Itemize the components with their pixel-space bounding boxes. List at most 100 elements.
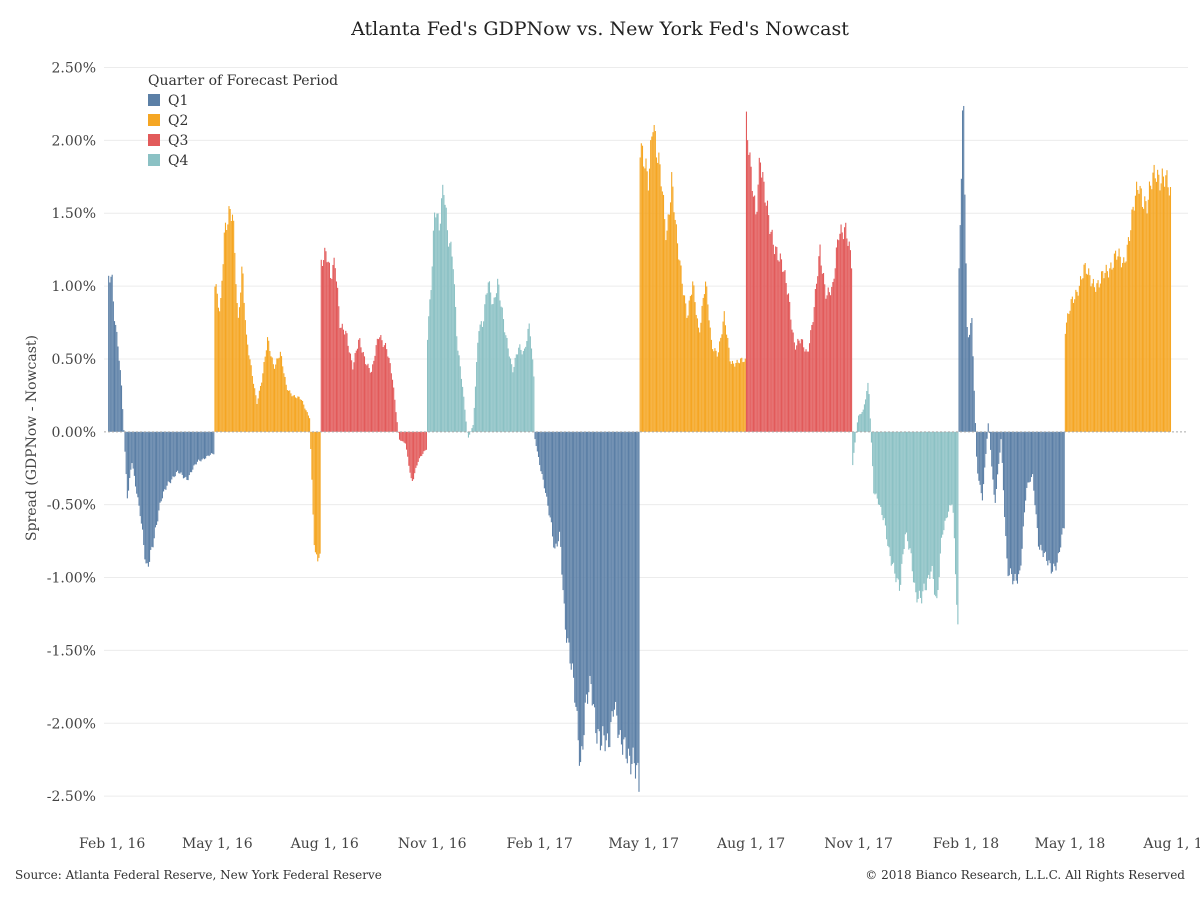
bar bbox=[360, 347, 362, 432]
bar bbox=[1026, 431, 1028, 488]
bar bbox=[460, 378, 462, 432]
bar bbox=[462, 386, 464, 432]
bar bbox=[1011, 431, 1013, 575]
bar bbox=[694, 302, 696, 432]
bar bbox=[646, 171, 648, 432]
x-tick-label: Aug 1, 16 bbox=[290, 836, 359, 852]
bar bbox=[629, 431, 631, 756]
bar bbox=[435, 217, 437, 432]
bar bbox=[1008, 431, 1010, 576]
bar bbox=[480, 321, 482, 432]
bar bbox=[241, 266, 243, 432]
bar bbox=[286, 390, 288, 432]
bar bbox=[137, 431, 139, 498]
bar bbox=[992, 431, 994, 480]
bar bbox=[560, 431, 562, 547]
bar bbox=[201, 431, 203, 460]
bar bbox=[289, 390, 291, 432]
bar bbox=[383, 345, 385, 432]
bar bbox=[381, 340, 383, 432]
bar bbox=[741, 357, 743, 432]
bar bbox=[648, 168, 651, 432]
bar bbox=[1071, 296, 1073, 432]
bar bbox=[1014, 431, 1016, 574]
legend-swatch bbox=[148, 114, 160, 126]
bar bbox=[348, 352, 350, 432]
bar bbox=[407, 431, 409, 457]
bar bbox=[478, 331, 480, 432]
bar bbox=[984, 431, 986, 468]
bar bbox=[678, 259, 680, 432]
chart-canvas: 2.50% 2.00% 1.50% 1.00% 0.50% 0.00% -0.50% -1.0… bbox=[24, 60, 1200, 852]
bar bbox=[215, 284, 217, 432]
y-tick-label: -1.00% bbox=[47, 571, 96, 587]
bar bbox=[853, 431, 855, 453]
bar bbox=[361, 352, 363, 432]
bar bbox=[427, 339, 429, 432]
bar bbox=[516, 354, 519, 432]
bar bbox=[1140, 188, 1142, 432]
bar bbox=[1161, 168, 1163, 432]
bar bbox=[911, 431, 913, 572]
bar bbox=[731, 360, 733, 432]
bar bbox=[1028, 431, 1030, 483]
bar bbox=[118, 360, 120, 432]
bar bbox=[316, 431, 318, 555]
bar bbox=[660, 186, 662, 432]
bar bbox=[728, 347, 730, 432]
bar bbox=[623, 431, 625, 740]
bar bbox=[595, 431, 597, 734]
bar bbox=[1103, 278, 1105, 432]
bar bbox=[1077, 295, 1079, 432]
bar bbox=[905, 431, 908, 533]
bar bbox=[824, 284, 826, 432]
bar bbox=[115, 324, 117, 432]
bar bbox=[973, 390, 975, 432]
bar bbox=[1035, 431, 1037, 515]
bar bbox=[491, 304, 493, 432]
bar bbox=[131, 431, 133, 464]
bar bbox=[511, 364, 513, 432]
bar bbox=[610, 431, 612, 723]
bar bbox=[761, 177, 763, 432]
bar bbox=[144, 431, 146, 560]
bar bbox=[168, 431, 170, 483]
bar bbox=[707, 304, 709, 432]
bar bbox=[893, 431, 895, 563]
y-tick-label: -2.50% bbox=[47, 789, 96, 805]
bar bbox=[751, 190, 753, 432]
bar bbox=[1027, 431, 1029, 483]
bar bbox=[1102, 271, 1104, 432]
bar bbox=[807, 351, 809, 432]
bar bbox=[226, 229, 228, 432]
bar bbox=[1041, 431, 1043, 551]
bar bbox=[339, 328, 341, 432]
bar bbox=[609, 431, 611, 748]
bar bbox=[916, 431, 918, 603]
bar bbox=[448, 246, 450, 432]
bar bbox=[270, 356, 272, 432]
y-tick-label: 1.50% bbox=[52, 206, 96, 222]
bar bbox=[130, 431, 132, 470]
bar bbox=[395, 412, 397, 432]
bar bbox=[845, 222, 847, 432]
bar bbox=[416, 431, 418, 466]
bar bbox=[819, 244, 821, 432]
bar bbox=[867, 382, 869, 432]
bar bbox=[434, 212, 436, 432]
bar bbox=[470, 431, 472, 432]
bar bbox=[393, 387, 395, 432]
bar bbox=[110, 276, 112, 432]
bar bbox=[514, 357, 516, 432]
bar bbox=[765, 205, 767, 432]
bar bbox=[261, 382, 263, 432]
bar bbox=[956, 431, 958, 605]
bar bbox=[1131, 209, 1133, 432]
bar bbox=[946, 431, 948, 518]
bar bbox=[320, 259, 322, 432]
bar bbox=[661, 191, 663, 432]
bar bbox=[481, 326, 484, 432]
bar bbox=[1166, 170, 1168, 432]
bar bbox=[180, 431, 182, 473]
bar bbox=[964, 194, 966, 432]
